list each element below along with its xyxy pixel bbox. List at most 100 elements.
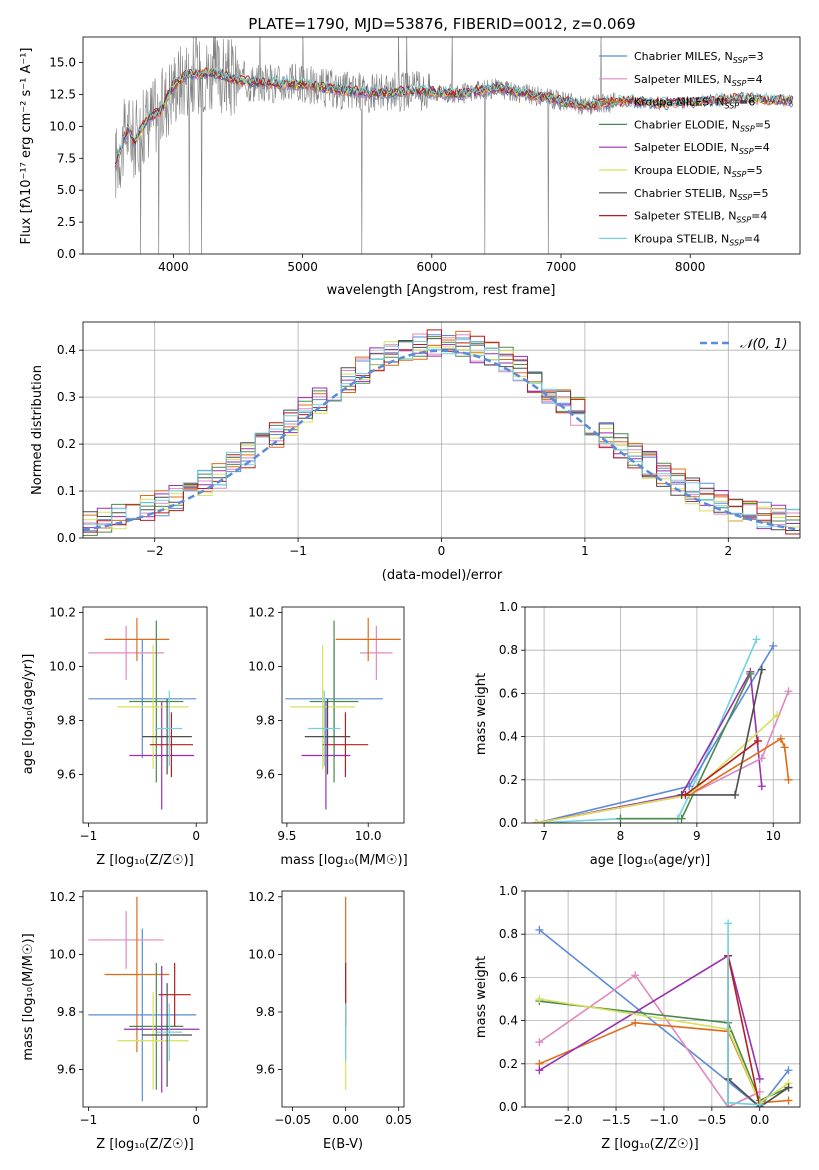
massweight-vs-metallicity-panel: −2.0 −1.5 −1.0 −0.5 0.0 0.0 0.2 0.4 0.6 0.8 1.0 bbox=[499, 884, 801, 1127]
mass-weight-marker bbox=[773, 711, 782, 719]
mass-weight-line bbox=[536, 669, 763, 823]
x-tick-label: 6000 bbox=[417, 260, 448, 274]
axes-frame bbox=[524, 606, 801, 824]
y-tick-label: 0.8 bbox=[499, 643, 518, 657]
errorbar-point bbox=[88, 928, 197, 1102]
massweight-vs-age-panel: 7 8 9 10 0.0 0.2 0.4 0.6 0.8 1.0 bbox=[499, 600, 801, 843]
y-tick-label: 0.0 bbox=[499, 816, 518, 830]
y-tick-label: 9.8 bbox=[256, 1005, 275, 1019]
y-tick-label: 10.2 bbox=[49, 605, 76, 619]
mass-weight-marker bbox=[784, 1083, 793, 1092]
mass-weight-marker bbox=[753, 736, 762, 745]
y-tick-label: 0.4 bbox=[57, 343, 76, 357]
errorbar-point bbox=[88, 625, 164, 680]
x-tick-label: 0.05 bbox=[385, 1113, 412, 1127]
mass-weight-marker bbox=[757, 665, 766, 674]
y-tick-label: 10.2 bbox=[248, 605, 275, 619]
mass-weight-marker bbox=[780, 743, 789, 752]
x-tick-label: 0.0 bbox=[750, 1113, 769, 1127]
y-tick-label: 0.0 bbox=[57, 247, 76, 261]
x-tick-label: −2 bbox=[146, 544, 164, 558]
spectrum-legend: Chabrier MILES, NSSP=3 Salpeter MILES, NS… bbox=[599, 50, 771, 247]
mass-weight-marker bbox=[784, 1066, 793, 1075]
y-tick-label: 0.4 bbox=[499, 1014, 518, 1028]
errorbar-point bbox=[117, 644, 189, 769]
plot-area bbox=[114, 37, 794, 254]
axes-frame bbox=[281, 890, 405, 1108]
y-tick-label: 10.0 bbox=[49, 659, 76, 673]
residuals-ylabel: Normed distribution bbox=[30, 365, 45, 495]
mass-weight-marker bbox=[631, 971, 640, 980]
y-tick-label: 10.0 bbox=[248, 659, 275, 673]
massz-xlabel: Z [log₁₀(Z/Z☉)] bbox=[96, 1137, 193, 1152]
x-tick-label: −0.5 bbox=[697, 1113, 726, 1127]
mass-weight-line bbox=[727, 923, 760, 1106]
mass-weight-marker bbox=[784, 687, 793, 696]
y-tick-label: 0.2 bbox=[499, 773, 518, 787]
mass-weight-line bbox=[727, 955, 761, 1107]
axes-frame bbox=[82, 606, 208, 824]
errorbar-point bbox=[142, 983, 192, 1087]
errorbar-point bbox=[129, 701, 195, 810]
errorbar-point bbox=[149, 712, 193, 778]
model-spectrum-line bbox=[114, 66, 794, 164]
y-tick-label: 15.0 bbox=[49, 56, 76, 70]
y-tick-label: 0.4 bbox=[499, 730, 518, 744]
errorbar-point bbox=[123, 965, 200, 1093]
y-tick-label: 5.0 bbox=[57, 183, 76, 197]
y-tick-label: 0.2 bbox=[57, 437, 76, 451]
mass-weight-line bbox=[684, 740, 759, 796]
x-tick-label: 4000 bbox=[158, 260, 189, 274]
y-tick-label: 0.6 bbox=[499, 970, 518, 984]
y-tick-label: 9.8 bbox=[57, 1005, 76, 1019]
x-tick-label: 9.5 bbox=[277, 829, 296, 843]
legend-entry: 𝒩(0, 1) bbox=[740, 337, 787, 352]
y-tick-label: 10.0 bbox=[49, 947, 76, 961]
agez-ylabel: age [log₁₀(age/yr)] bbox=[21, 654, 36, 775]
spectrum-xlabel: wavelength [Angstrom, rest frame] bbox=[327, 283, 556, 298]
y-tick-label: 0.2 bbox=[499, 1057, 518, 1071]
x-tick-label: 7000 bbox=[546, 260, 577, 274]
x-tick-label: −0.05 bbox=[274, 1113, 311, 1127]
x-tick-label: 7 bbox=[540, 829, 548, 843]
x-tick-label: 0 bbox=[192, 1113, 200, 1127]
mass-weight-marker bbox=[535, 925, 544, 934]
y-tick-label: 10.2 bbox=[49, 890, 76, 904]
y-tick-label: 10.2 bbox=[248, 890, 275, 904]
legend-entry: Salpeter ELODIE, NSSP=4 bbox=[634, 141, 770, 156]
mass-weight-marker bbox=[724, 1098, 733, 1107]
y-tick-label: 0.0 bbox=[499, 1100, 518, 1114]
mass-weight-marker bbox=[535, 995, 544, 1003]
mass-weight-marker bbox=[681, 790, 690, 799]
mass-weight-marker bbox=[535, 1038, 544, 1047]
errorbar-point bbox=[88, 911, 164, 969]
residual-histogram bbox=[83, 329, 800, 535]
axes-frame bbox=[281, 606, 405, 824]
x-tick-label: −1.5 bbox=[601, 1113, 630, 1127]
y-tick-label: 0.6 bbox=[499, 686, 518, 700]
y-tick-label: 9.6 bbox=[256, 1063, 275, 1077]
mass-weight-marker bbox=[535, 1066, 544, 1075]
legend-entry: Chabrier MILES, NSSP=3 bbox=[634, 50, 764, 65]
mass-weight-marker bbox=[776, 734, 785, 743]
mass-weight-marker bbox=[746, 669, 755, 678]
mass-weight-marker bbox=[784, 1096, 793, 1105]
errorbar-point bbox=[360, 625, 393, 680]
x-tick-label: 0 bbox=[192, 829, 200, 843]
mass-weight-marker bbox=[755, 1074, 764, 1083]
normal-curve bbox=[83, 349, 800, 532]
x-tick-label: −1.0 bbox=[649, 1113, 678, 1127]
mass-weight-line bbox=[539, 1000, 789, 1102]
x-tick-label: −1 bbox=[80, 1113, 98, 1127]
x-tick-label: −1 bbox=[80, 829, 98, 843]
agemass-xlabel: mass [log₁₀(M/M☉)] bbox=[280, 853, 407, 868]
y-tick-label: 9.6 bbox=[57, 1063, 76, 1077]
mass-weight-marker bbox=[631, 1018, 640, 1027]
y-tick-label: 9.6 bbox=[57, 767, 76, 781]
y-tick-label: 1.0 bbox=[499, 884, 518, 898]
mwz-ylabel: mass weight bbox=[474, 956, 489, 1038]
y-tick-label: 1.0 bbox=[499, 600, 518, 614]
y-tick-label: 2.5 bbox=[57, 215, 76, 229]
x-tick-label: 10 bbox=[766, 829, 781, 843]
legend-entry: Kroupa STELIB, NSSP=4 bbox=[634, 232, 760, 247]
